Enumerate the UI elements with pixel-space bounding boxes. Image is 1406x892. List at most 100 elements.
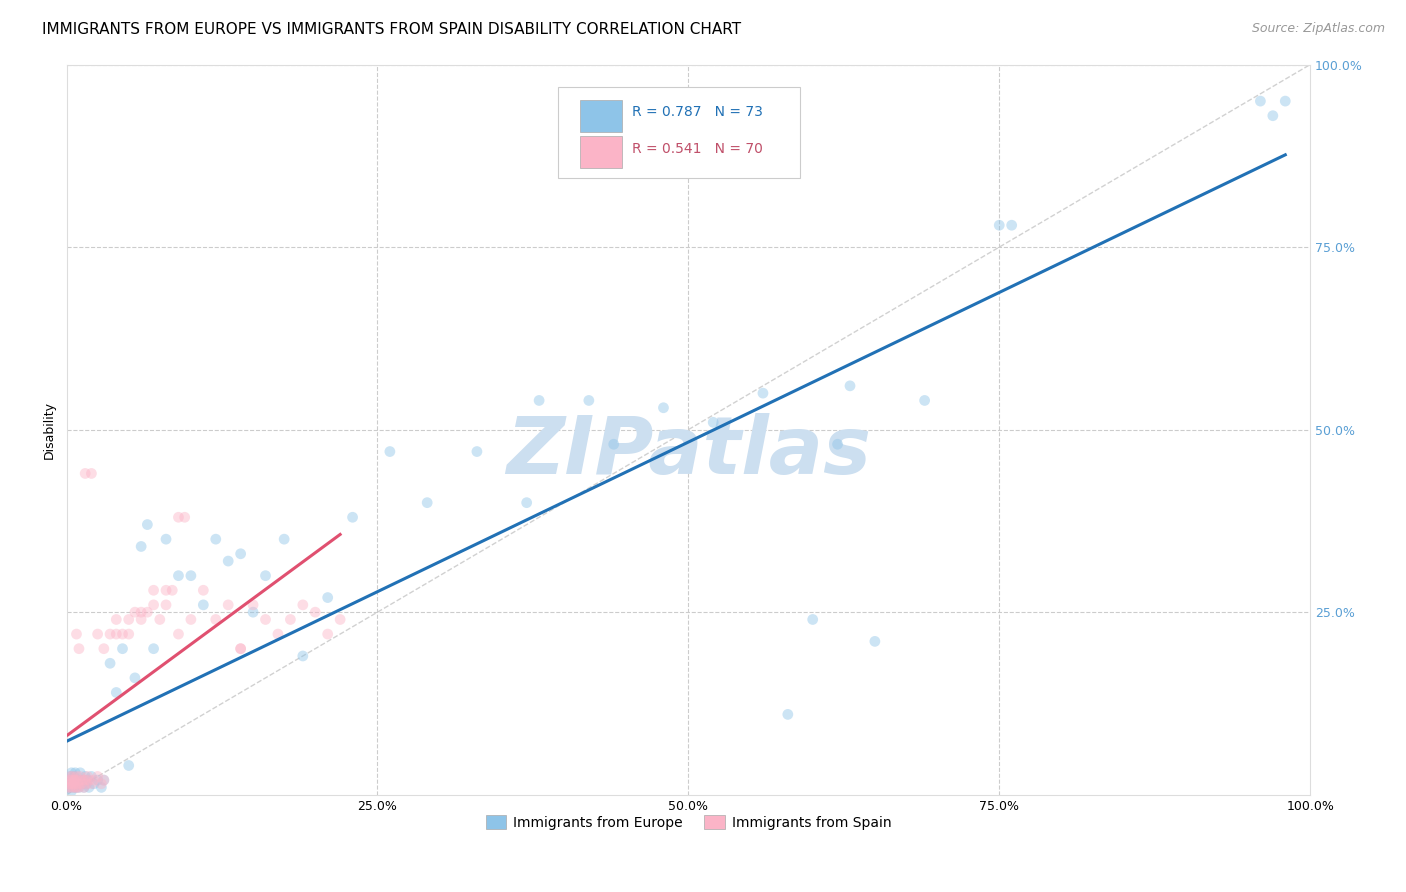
Point — [60, 765, 83, 780]
Point — [702, 415, 724, 429]
Point — [863, 634, 886, 648]
Point — [105, 627, 128, 641]
Point — [90, 780, 112, 795]
FancyBboxPatch shape — [581, 136, 623, 169]
Point — [72, 773, 94, 788]
Point — [65, 773, 87, 788]
Point — [273, 532, 295, 546]
Point — [1001, 218, 1024, 232]
Point — [291, 598, 314, 612]
Point — [60, 784, 83, 798]
Point — [129, 540, 152, 554]
Point — [242, 605, 264, 619]
Point — [578, 393, 600, 408]
Point — [77, 773, 100, 788]
Point — [162, 583, 184, 598]
Point — [67, 641, 90, 656]
Point — [752, 386, 775, 401]
Text: R = 0.787   N = 73: R = 0.787 N = 73 — [633, 105, 763, 119]
Point — [180, 568, 202, 582]
Point — [839, 379, 862, 393]
Point — [204, 612, 226, 626]
Point — [267, 627, 290, 641]
Point — [59, 769, 82, 783]
Point — [80, 777, 103, 791]
Point — [60, 773, 83, 788]
Point — [76, 773, 98, 788]
Point — [62, 780, 84, 795]
Point — [58, 773, 80, 788]
Point — [75, 777, 97, 791]
Point — [124, 671, 146, 685]
Point — [827, 437, 849, 451]
Point — [67, 773, 90, 788]
Point — [65, 765, 87, 780]
Point — [67, 780, 90, 795]
Point — [180, 612, 202, 626]
Point — [65, 780, 87, 795]
Point — [86, 627, 108, 641]
Point — [83, 777, 105, 791]
Point — [1261, 109, 1284, 123]
Point — [142, 641, 165, 656]
Point — [75, 769, 97, 783]
Point — [75, 467, 97, 481]
Point — [65, 769, 87, 783]
Point — [988, 218, 1011, 232]
Point — [86, 773, 108, 788]
Text: IMMIGRANTS FROM EUROPE VS IMMIGRANTS FROM SPAIN DISABILITY CORRELATION CHART: IMMIGRANTS FROM EUROPE VS IMMIGRANTS FRO… — [42, 22, 741, 37]
Point — [280, 612, 302, 626]
Point — [93, 773, 115, 788]
Point — [105, 612, 128, 626]
Point — [73, 780, 96, 795]
Point — [83, 773, 105, 788]
Point — [90, 777, 112, 791]
Y-axis label: Disability: Disability — [44, 401, 56, 458]
Point — [93, 773, 115, 788]
Point — [136, 605, 159, 619]
Point — [80, 769, 103, 783]
Point — [342, 510, 364, 524]
Point — [124, 605, 146, 619]
Point — [167, 568, 190, 582]
Point — [129, 605, 152, 619]
Point — [118, 612, 141, 626]
FancyBboxPatch shape — [581, 100, 623, 132]
Point — [66, 777, 89, 791]
Text: R = 0.541   N = 70: R = 0.541 N = 70 — [633, 142, 763, 155]
Point — [62, 769, 84, 783]
Point — [65, 773, 87, 788]
Point — [75, 773, 97, 788]
Text: ZIPatlas: ZIPatlas — [506, 413, 870, 491]
Point — [776, 707, 799, 722]
Point — [111, 641, 134, 656]
Point — [75, 777, 97, 791]
Point — [603, 437, 626, 451]
Point — [155, 598, 177, 612]
Point — [59, 780, 82, 795]
Point — [105, 685, 128, 699]
Point — [204, 532, 226, 546]
Point — [67, 773, 90, 788]
Point — [1274, 94, 1296, 108]
Point — [72, 773, 94, 788]
Point — [98, 657, 121, 671]
Point — [217, 598, 239, 612]
Point — [167, 627, 190, 641]
Point — [155, 532, 177, 546]
Point — [465, 444, 488, 458]
Point — [254, 612, 277, 626]
Point — [652, 401, 675, 415]
Point — [66, 777, 89, 791]
Point — [58, 773, 80, 788]
Point — [167, 510, 190, 524]
Point — [914, 393, 936, 408]
Point — [56, 780, 79, 795]
Point — [304, 605, 326, 619]
Point — [329, 612, 352, 626]
Point — [254, 568, 277, 582]
Point — [142, 598, 165, 612]
Point — [111, 627, 134, 641]
Point — [63, 777, 86, 791]
Point — [59, 780, 82, 795]
